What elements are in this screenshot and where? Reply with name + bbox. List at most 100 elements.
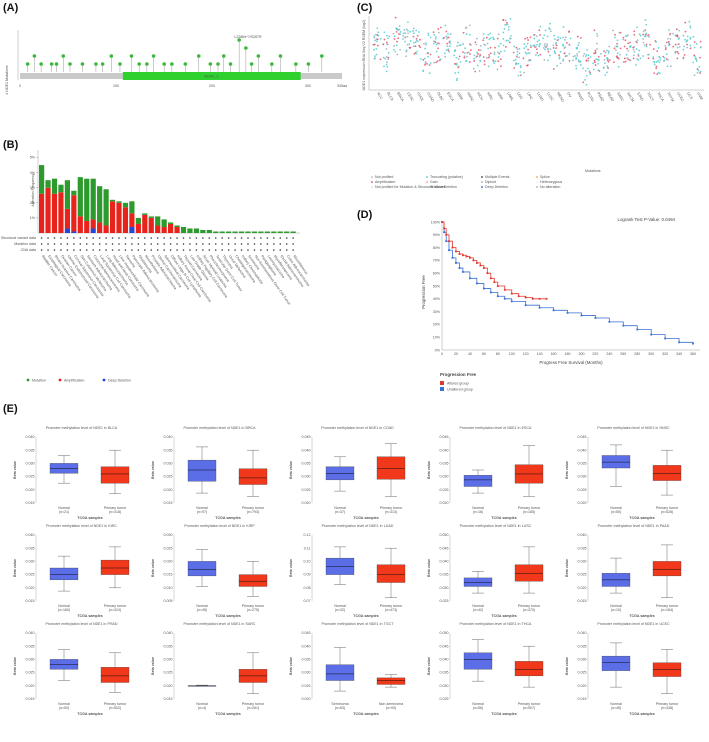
expression-point	[449, 33, 452, 35]
expression-point	[414, 41, 417, 44]
legend-item: Splice	[540, 175, 550, 179]
expression-point	[582, 55, 585, 57]
bar-mutation	[264, 231, 270, 233]
expression-point	[473, 60, 476, 62]
cancer-type-label: LUAD	[536, 92, 544, 103]
censor-mark	[552, 309, 555, 312]
boxplot-ytick: 0.020	[302, 501, 311, 505]
legend-item: Not profiled	[375, 175, 393, 179]
unaltered-curve	[442, 221, 694, 344]
expression-point	[435, 50, 438, 53]
bar-amplification	[116, 202, 122, 233]
panel-b-data-rows	[40, 237, 294, 251]
expression-point	[412, 30, 415, 32]
normal-group-label: Normal	[472, 506, 484, 510]
expression-point	[572, 55, 575, 58]
censor-mark	[468, 256, 471, 259]
expression-point	[478, 70, 481, 72]
expression-point	[469, 33, 471, 36]
expression-point	[689, 44, 692, 47]
expression-point	[553, 51, 556, 54]
data-row-dot	[98, 243, 101, 245]
expression-point	[438, 42, 441, 45]
expression-point	[629, 41, 631, 44]
boxplot-xlabel: TCGA samples	[77, 712, 102, 716]
normal-group-n: (n=160)	[58, 608, 71, 612]
expression-point	[402, 35, 405, 37]
expression-point	[585, 59, 588, 62]
expression-point	[472, 67, 475, 70]
ytick-label: 2%	[30, 201, 36, 205]
expression-point	[408, 43, 411, 45]
expression-point	[607, 51, 610, 54]
boxplot-ytick: 0.12	[304, 533, 311, 537]
expression-point	[546, 45, 548, 47]
ytick-label: 3%	[30, 186, 36, 190]
xtick-label: 280	[634, 352, 640, 356]
expression-point	[446, 45, 449, 48]
boxplot-ytick: 0.020	[302, 697, 311, 701]
boxplot-ytick: 0.025	[26, 475, 35, 479]
expression-point	[577, 60, 580, 63]
expression-point	[582, 81, 585, 84]
expression-point	[386, 61, 388, 64]
boxplot-ytick: 0.030	[440, 684, 449, 688]
boxplot-ytick: 0.020	[578, 501, 587, 505]
data-row-dot	[60, 243, 62, 245]
expression-point	[613, 47, 616, 50]
expression-point	[479, 49, 482, 52]
boxplot-title: Promoter methylation level of NDE1 inESC…	[460, 426, 533, 430]
data-row-dot	[273, 243, 275, 245]
ytick-label: 100%	[431, 220, 441, 224]
panel-label-d: (D)	[357, 209, 373, 221]
bar-mutation	[168, 222, 174, 224]
bar-amplification	[45, 187, 51, 233]
expression-point	[596, 35, 599, 37]
boxplot-ytick: 0.045	[440, 435, 449, 439]
data-row-dot	[124, 249, 127, 251]
expression-point	[559, 62, 562, 65]
expression-point	[632, 46, 635, 49]
expression-point	[385, 55, 388, 58]
title-prefix: Promoter methylation level of NDE1 in	[460, 622, 521, 626]
xtick-label: 300	[648, 352, 654, 356]
expression-point	[487, 33, 490, 36]
data-row-dot	[47, 243, 49, 245]
censor-mark	[622, 324, 625, 327]
expression-point	[627, 42, 630, 45]
expression-point	[419, 38, 421, 41]
boxplot-ytick: 0.040	[26, 631, 35, 635]
title-cancer: ESCA	[522, 426, 532, 430]
axis-tick: 200	[209, 84, 215, 88]
title-prefix: Promoter methylation level of NDE1 in	[184, 524, 245, 528]
normal-box	[463, 577, 493, 587]
boxplot-ytick: 0.040	[440, 448, 449, 452]
bar-deep-deletion	[129, 226, 135, 233]
bar-mutation	[116, 201, 122, 203]
lollipop-head	[221, 54, 226, 58]
tumor-group-n: (n=438)	[661, 706, 674, 710]
lollipop-head	[118, 62, 122, 66]
expression-point	[615, 49, 617, 52]
expression-point	[608, 59, 611, 61]
bar-amplification	[97, 222, 103, 233]
expression-point	[655, 65, 658, 68]
boxplot-title: Promoter methylation level of NDE1 inSAR…	[183, 622, 256, 626]
expression-point	[588, 70, 591, 73]
boxplot-ytick: 0.025	[26, 573, 35, 577]
expression-point	[477, 49, 480, 51]
data-row-dot	[124, 243, 127, 245]
expression-point	[633, 50, 636, 53]
expression-point	[686, 35, 689, 38]
data-row-dot	[202, 237, 204, 239]
normal-group-n: (n=46)	[611, 706, 622, 710]
expression-point	[693, 46, 696, 49]
censor-mark	[482, 267, 485, 269]
expression-point	[603, 54, 606, 57]
expression-point	[597, 69, 600, 72]
boxplot-ytick: 0.10	[304, 560, 311, 564]
expression-point	[593, 29, 596, 32]
expression-point	[699, 40, 702, 43]
data-row-dot	[221, 249, 223, 251]
expression-point	[694, 57, 697, 59]
